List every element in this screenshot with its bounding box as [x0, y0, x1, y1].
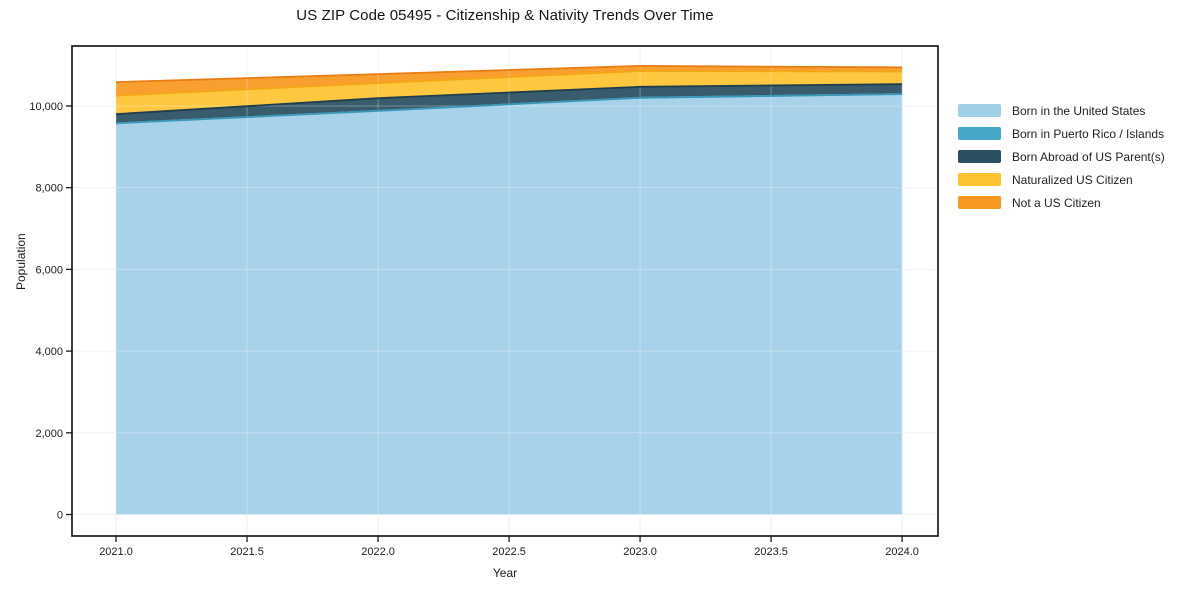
legend-item-not-citizen: Not a US Citizen	[958, 195, 1165, 210]
y-tick-label: 4,000	[35, 346, 63, 358]
y-tick-label: 6,000	[35, 264, 63, 276]
legend-item-puerto-rico: Born in Puerto Rico / Islands	[958, 126, 1165, 141]
area-naturalized	[116, 71, 903, 115]
area-born-in-us	[116, 94, 903, 515]
legend-label: Born in Puerto Rico / Islands	[1012, 126, 1165, 141]
axes-spines	[71, 45, 939, 537]
legend-label: Born in the United States	[1012, 103, 1146, 118]
legend-swatch-born-in-us	[958, 104, 1001, 117]
area-not-citizen	[116, 65, 903, 96]
x-tick-label: 2023.5	[754, 546, 788, 558]
x-tick-label: 2021.5	[230, 546, 264, 558]
legend-label: Born Abroad of US Parent(s)	[1012, 149, 1165, 164]
legend-item-born-in-us: Born in the United States	[958, 103, 1165, 118]
line-puerto-rico	[115, 93, 903, 125]
x-axis-label: Year	[492, 566, 518, 580]
legend-label: Naturalized US Citizen	[1012, 172, 1133, 187]
line-not-citizen	[115, 65, 903, 83]
legend-swatch-naturalized	[958, 173, 1001, 186]
y-tick-label: 2,000	[35, 428, 63, 440]
legend-item-naturalized: Naturalized US Citizen	[958, 172, 1165, 187]
legend-swatch-puerto-rico	[958, 127, 1001, 140]
y-tick-label: 8,000	[35, 183, 63, 195]
x-tick-label: 2022.5	[492, 546, 526, 558]
x-tick-label: 2022.0	[361, 546, 395, 558]
x-tick-label: 2024.0	[885, 546, 919, 558]
x-tick-label: 2023.0	[623, 546, 657, 558]
legend: Born in the United States Born in Puerto …	[958, 103, 1165, 210]
chart-title: US ZIP Code 05495 - Citizenship & Nativi…	[296, 7, 714, 24]
legend-item-born-abroad: Born Abroad of US Parent(s)	[958, 149, 1165, 164]
y-tick-label: 0	[57, 510, 63, 522]
legend-swatch-born-abroad	[958, 150, 1001, 163]
x-tick-label: 2021.0	[99, 546, 133, 558]
line-naturalized	[115, 70, 903, 97]
y-tick-label: 10,000	[29, 101, 63, 113]
legend-label: Not a US Citizen	[1012, 195, 1101, 210]
line-born-abroad	[115, 83, 903, 115]
legend-swatch-not-citizen	[958, 196, 1001, 209]
